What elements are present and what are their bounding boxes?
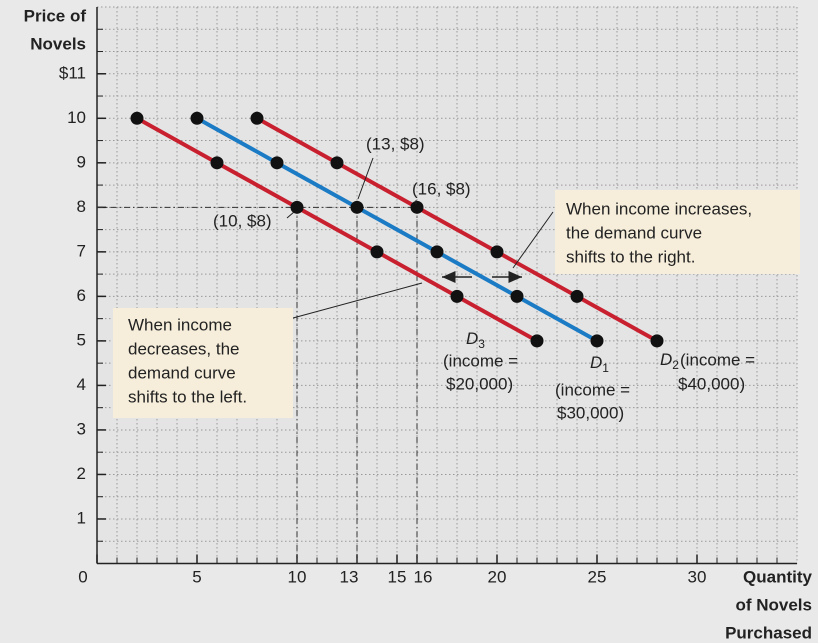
series-subscript: 3 bbox=[478, 337, 485, 351]
x-tick-label: 30 bbox=[688, 567, 707, 586]
series-name: D bbox=[590, 353, 602, 372]
annotation-text: shifts to the left. bbox=[128, 387, 247, 406]
series-label: D1 bbox=[590, 353, 609, 375]
annotation-box bbox=[113, 308, 293, 418]
x-tick-label: 10 bbox=[288, 567, 307, 586]
series-income: (income = bbox=[555, 380, 630, 399]
data-point bbox=[130, 111, 144, 125]
y-tick-label: 6 bbox=[77, 286, 86, 305]
x-tick-label: 13 bbox=[340, 567, 359, 586]
series-name: D bbox=[660, 350, 672, 369]
x-axis-title: of Novels bbox=[735, 595, 812, 614]
series-income: (income = bbox=[680, 350, 755, 369]
y-tick-label: 9 bbox=[77, 152, 86, 171]
demand-curve bbox=[136, 116, 538, 343]
annotation-text: shifts to the right. bbox=[566, 247, 695, 266]
annotation-text: demand curve bbox=[128, 363, 236, 382]
data-point bbox=[510, 289, 524, 303]
series-subscript: 2 bbox=[672, 358, 679, 372]
x-tick-label: 16 bbox=[414, 567, 433, 586]
leader-line bbox=[512, 211, 554, 269]
x-axis-title: Quantity bbox=[743, 567, 812, 586]
data-point bbox=[250, 111, 264, 125]
data-point bbox=[270, 156, 284, 170]
data-point bbox=[430, 245, 444, 259]
y-tick-label: 4 bbox=[77, 375, 86, 394]
y-axis-title: Price of bbox=[24, 6, 87, 25]
leader-line bbox=[286, 211, 295, 219]
series-label: D2 bbox=[660, 350, 679, 372]
annotation-box bbox=[555, 190, 800, 274]
x-tick-label: 5 bbox=[192, 567, 201, 586]
data-point bbox=[590, 334, 604, 348]
data-point bbox=[190, 111, 204, 125]
series-income: $40,000) bbox=[678, 374, 745, 393]
series-subscript: 1 bbox=[602, 361, 609, 375]
data-point bbox=[450, 289, 464, 303]
leader-line bbox=[292, 282, 423, 319]
x-axis-title: Purchased bbox=[725, 623, 812, 642]
point-label: (10, $8) bbox=[213, 211, 272, 230]
point-label: (13, $8) bbox=[366, 134, 425, 153]
y-tick-label: 3 bbox=[77, 419, 86, 438]
data-point bbox=[290, 200, 304, 214]
data-point bbox=[490, 245, 504, 259]
annotation-text: When income bbox=[128, 315, 232, 334]
point-label: (16, $8) bbox=[412, 179, 471, 198]
x-tick-label: 25 bbox=[588, 567, 607, 586]
x-tick-label: 15 bbox=[388, 567, 407, 586]
plot-area bbox=[97, 7, 797, 564]
series-label: D3 bbox=[466, 329, 485, 351]
x-tick-label: 0 bbox=[78, 567, 87, 586]
data-point bbox=[410, 200, 424, 214]
series-income: $20,000) bbox=[446, 374, 513, 393]
annotation-text: the demand curve bbox=[566, 223, 702, 242]
y-axis-title: Novels bbox=[30, 34, 86, 53]
data-point bbox=[530, 334, 544, 348]
annotation-text: decreases, the bbox=[128, 339, 240, 358]
y-tick-label: 10 bbox=[67, 108, 86, 127]
y-tick-label: 2 bbox=[77, 464, 86, 483]
y-tick-label: 7 bbox=[77, 241, 86, 260]
data-point bbox=[350, 200, 364, 214]
data-point bbox=[370, 245, 384, 259]
series-income: $30,000) bbox=[557, 403, 624, 422]
y-tick-label: 1 bbox=[77, 508, 86, 527]
data-point bbox=[330, 156, 344, 170]
data-point bbox=[570, 289, 584, 303]
demand-curve bbox=[256, 116, 658, 343]
y-tick-label: 8 bbox=[77, 197, 86, 216]
series-income: (income = bbox=[443, 351, 518, 370]
demand-curve bbox=[196, 116, 598, 343]
x-tick-label: 20 bbox=[488, 567, 507, 586]
series-name: D bbox=[466, 329, 478, 348]
y-tick-label: $11 bbox=[59, 63, 86, 82]
leader-line bbox=[357, 157, 374, 200]
data-point bbox=[650, 334, 664, 348]
data-point bbox=[210, 156, 224, 170]
y-tick-label: 5 bbox=[77, 330, 86, 349]
annotation-text: When income increases, bbox=[566, 199, 752, 218]
